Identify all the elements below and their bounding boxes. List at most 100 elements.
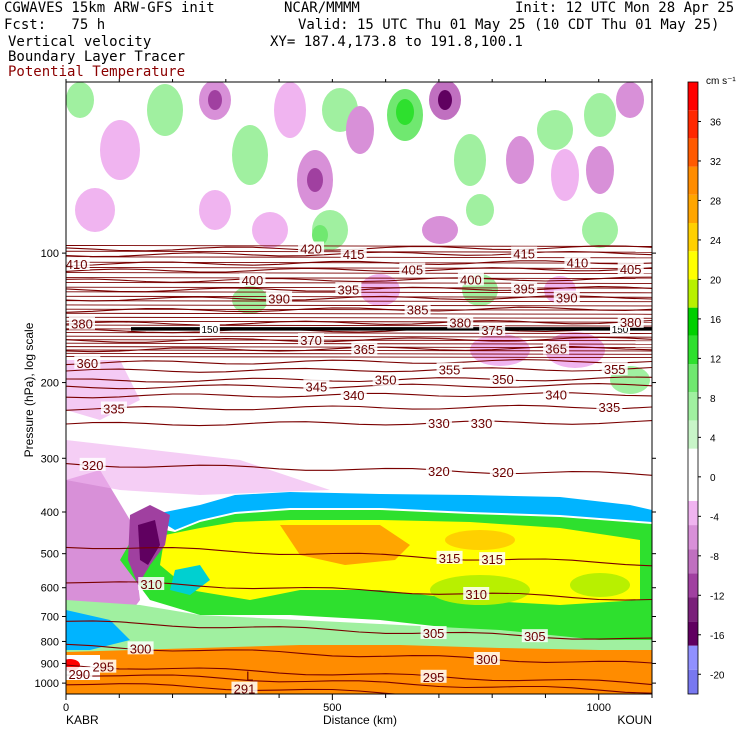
theta-label-bg (601, 362, 628, 376)
x-axis: 0 500 1000 (63, 79, 653, 714)
theta-label-bg (100, 401, 127, 415)
colorbar-label: 36 (710, 117, 722, 128)
theta-label-bg (66, 666, 93, 680)
theta-label-bg (127, 641, 154, 655)
theta-label-bg (543, 387, 570, 401)
colorbar-label: -20 (710, 670, 725, 681)
colorbar-unit: cm s⁻¹ (706, 76, 736, 87)
theta-label: 365 (545, 341, 567, 356)
theta-label-bg (420, 626, 447, 640)
theta-label: 405 (620, 262, 642, 277)
colorbar-label: 4 (710, 433, 716, 444)
theta-label: 315 (439, 551, 461, 566)
theta-label-bg (66, 256, 90, 270)
theta-label: 335 (599, 400, 621, 415)
theta-contour-385 (66, 306, 652, 313)
theta-contour-minor (66, 245, 652, 247)
theta-label-bg (74, 355, 101, 369)
theta-label: 340 (545, 387, 567, 402)
colorbar-swatch (688, 364, 698, 393)
y-tick-label: 1000 (35, 678, 59, 690)
y-tick-label: 700 (41, 612, 59, 624)
model-title: CGWAVES 15km ARW-GFS init (4, 0, 215, 16)
theta-label-bg (468, 415, 495, 429)
colorbar-swatch (688, 573, 698, 598)
colorbar-label: -8 (710, 552, 719, 563)
x-tick-label: 1000 (586, 702, 610, 714)
colorbar-frame (687, 81, 699, 695)
theta-contour-minor (66, 304, 652, 307)
colorbar-label: 28 (710, 196, 722, 207)
theta-label-bg (521, 629, 548, 643)
colorbar-swatch (688, 549, 698, 574)
theta-contour-minor (66, 332, 652, 334)
theta-label: 410 (66, 257, 88, 272)
tropopause-label: 150 (612, 325, 629, 336)
colorbar-swatch (688, 279, 698, 308)
theta-label: 340 (343, 388, 365, 403)
theta-label-bg (340, 246, 367, 260)
colorbar-label: -16 (710, 631, 725, 642)
theta-label: 295 (92, 660, 114, 675)
theta-contour-380 (66, 319, 652, 326)
upper-wave-pattern (66, 82, 650, 394)
colorbar-swatch (688, 597, 698, 622)
theta-label: 320 (82, 458, 104, 473)
colorbar-swatch (688, 307, 698, 336)
init-time: Init: 12 UTC Mon 28 Apr 25 (515, 0, 735, 16)
theta-label: 295 (423, 670, 445, 685)
theta-label-bg (404, 302, 431, 316)
theta-label-bg (596, 399, 623, 413)
y-tick-label: 600 (41, 583, 59, 595)
colorbar-swatch (688, 166, 698, 195)
theta-contour-330 (66, 420, 652, 427)
theta-label: 355 (604, 362, 626, 377)
theta-label-bg (436, 550, 463, 564)
theta-label-bg (479, 552, 506, 566)
theta-label-bg (372, 372, 399, 386)
theta-label: 410 (567, 255, 589, 270)
theta-contour-minor (66, 320, 652, 323)
theta-label-bg (298, 241, 325, 255)
y-tick-label: 200 (41, 378, 59, 390)
plot-frame (65, 81, 653, 695)
colorbar-swatch (688, 525, 698, 550)
theta-label-bg (564, 255, 591, 269)
theta-label: 350 (492, 372, 514, 387)
theta-label: 290 (68, 667, 90, 682)
theta-label: 395 (337, 282, 359, 297)
y-axis: 100 200 300 400 500 600 700 800 900 1000 (35, 248, 656, 690)
theta-label: 310 (465, 587, 487, 602)
theta-label-bg (617, 261, 644, 275)
theta-contour-400 (66, 276, 652, 283)
theta-label: 355 (439, 363, 461, 378)
theta-label-bg (425, 463, 452, 477)
colorbar-label: 16 (710, 315, 722, 326)
theta-labels: 290 291 295 295 300 300 305 305 310 310 315 315 320 3… (66, 241, 644, 694)
tropopause-label-bg (610, 323, 631, 334)
theta-label: 405 (401, 263, 423, 278)
theta-label-bg (138, 577, 165, 591)
theta-label: 395 (513, 282, 535, 297)
x-tick-label: 500 (323, 702, 341, 714)
colorbar-swatch (688, 645, 698, 670)
tropopause-label: 150 (201, 325, 218, 336)
theta-label-bg (553, 290, 580, 304)
theta-label: 305 (423, 626, 445, 641)
theta-label-bg (303, 379, 330, 393)
theta-contour-335 (66, 404, 652, 411)
theta-label: 380 (620, 315, 642, 330)
theta-label-bg (239, 273, 266, 287)
x-axis-title: Distance (km) (323, 713, 397, 727)
theta-label-bg (457, 272, 484, 286)
theta-label: 320 (492, 465, 514, 480)
valid-time: Valid: 15 UTC Thu 01 May 25 (10 CDT Thu … (298, 17, 720, 33)
theta-label: 350 (375, 373, 397, 388)
theta-label: 330 (428, 416, 450, 431)
theta-label-bg (266, 291, 293, 305)
tropopause-line: 150 150 (131, 323, 652, 336)
theta-contour-320 (66, 463, 652, 476)
theta-label-bg (425, 415, 452, 429)
colorbar-swatch (688, 669, 698, 694)
